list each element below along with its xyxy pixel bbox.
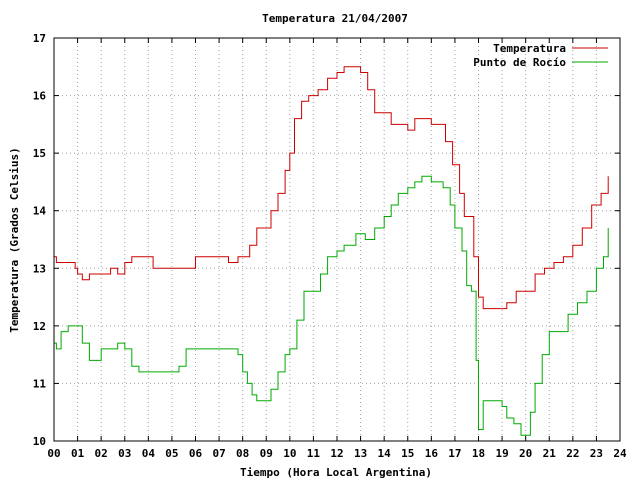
plot-frame: [53, 37, 621, 442]
temperatura-line: [54, 66, 609, 310]
x-tick-labels: 00 01 02 03 04 05 06 07 08 09 10 11 12 13 14 15 16 17 18 19…: [47, 447, 627, 460]
x-tick-label: 22: [566, 447, 579, 460]
x-tick-label: 10: [283, 447, 296, 460]
x-tick-label: 12: [330, 447, 343, 460]
series-lines: [54, 66, 609, 436]
x-tick-label: 06: [189, 447, 203, 460]
x-tick-label: 14: [378, 447, 392, 460]
axis-ticks: [53, 37, 621, 442]
x-tick-label: 07: [212, 447, 225, 460]
y-tick-label: 14: [33, 205, 47, 218]
x-tick-label: 00: [47, 447, 60, 460]
y-tick-label: 16: [33, 90, 47, 103]
y-tick-label: 17: [33, 32, 46, 45]
x-axis-label: Tiempo (Hora Local Argentina): [240, 466, 432, 479]
x-tick-label: 13: [354, 447, 367, 460]
x-tick-label: 05: [165, 447, 178, 460]
x-tick-label: 08: [236, 447, 249, 460]
x-tick-label: 16: [425, 447, 439, 460]
y-tick-label: 11: [33, 377, 47, 390]
x-tick-label: 15: [401, 447, 414, 460]
x-tick-label: 21: [543, 447, 557, 460]
y-tick-label: 15: [33, 147, 46, 160]
x-tick-label: 01: [71, 447, 85, 460]
x-tick-label: 02: [95, 447, 108, 460]
y-axis-label: Temperatura (Grados Celsius): [8, 147, 21, 332]
x-tick-label: 23: [590, 447, 603, 460]
x-tick-label: 11: [307, 447, 321, 460]
x-tick-label: 09: [260, 447, 273, 460]
x-tick-label: 19: [495, 447, 508, 460]
x-tick-label: 18: [472, 447, 485, 460]
x-tick-label: 24: [613, 447, 627, 460]
y-tick-labels: 10 11 12 13 14 15 16 17: [33, 32, 47, 448]
y-tick-label: 12: [33, 320, 46, 333]
punto-de-rocio-line: [54, 175, 609, 436]
legend: Temperatura Punto de Rocío: [473, 42, 608, 69]
legend-label-punto-de-rocio: Punto de Rocío: [473, 56, 566, 69]
x-tick-label: 20: [519, 447, 532, 460]
x-tick-label: 17: [448, 447, 461, 460]
legend-label-temperatura: Temperatura: [493, 42, 566, 55]
grid-lines: [54, 38, 620, 441]
x-tick-label: 04: [142, 447, 156, 460]
y-tick-label: 10: [33, 435, 46, 448]
chart-title: Temperatura 21/04/2007: [262, 12, 408, 25]
y-tick-label: 13: [33, 262, 46, 275]
x-tick-label: 03: [118, 447, 131, 460]
